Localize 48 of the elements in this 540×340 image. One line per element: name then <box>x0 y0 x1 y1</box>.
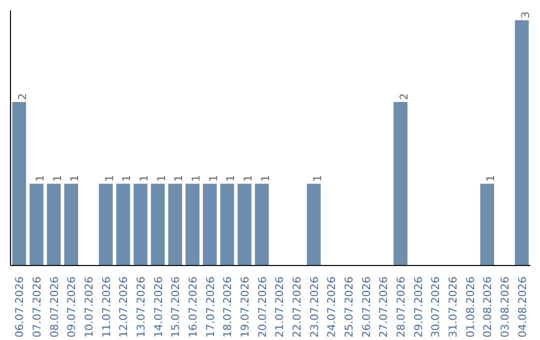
x-tick-label: 28.07.2026 <box>394 276 408 338</box>
data-label: 1 <box>224 174 238 182</box>
data-label: 1 <box>258 174 272 182</box>
x-tick-label: 02.08.2026 <box>481 276 494 338</box>
x-tick-label: 23.07.2026 <box>308 276 321 338</box>
x-tick-label: 15.07.2026 <box>169 276 182 338</box>
data-label: 2 <box>398 93 410 100</box>
x-tick-label: 22.07.2026 <box>290 276 304 338</box>
x-tick-label: 24.07.2026 <box>325 276 338 338</box>
x-tick-label: 08.07.2026 <box>48 276 61 338</box>
x-tick-label: 27.07.2026 <box>377 276 390 338</box>
data-label: 1 <box>310 174 324 182</box>
data-label: 1 <box>242 174 254 182</box>
data-label: 2 <box>16 93 30 100</box>
x-tick-label: 01.08.2026 <box>464 276 477 338</box>
data-label: 1 <box>34 174 46 182</box>
x-tick-label: 09.07.2026 <box>65 276 78 338</box>
data-label: 3 <box>518 12 532 18</box>
x-tick-label: 30.07.2026 <box>429 276 442 338</box>
x-tick-label: 13.07.2026 <box>134 276 148 338</box>
x-tick-label: 20.07.2026 <box>256 276 269 338</box>
x-tick-label: 26.07.2026 <box>360 276 373 338</box>
x-tick-label: 10.07.2026 <box>82 276 96 338</box>
x-tick-label: 06.07.2026 <box>13 276 26 338</box>
data-label: 1 <box>120 174 134 182</box>
x-tick-label: 12.07.2026 <box>117 276 130 338</box>
data-label: 1 <box>50 174 64 182</box>
data-label: 1 <box>68 174 82 182</box>
x-tick-label: 25.07.2026 <box>342 276 356 338</box>
x-tick-label: 17.07.2026 <box>204 276 217 338</box>
data-label: 1 <box>172 174 186 182</box>
x-tick-label: 11.07.2026 <box>100 276 113 338</box>
x-tick-label: 21.07.2026 <box>273 276 286 338</box>
data-label: 1 <box>102 174 116 182</box>
data-label: 1 <box>206 174 220 182</box>
x-tick-label: 14.07.2026 <box>152 276 165 338</box>
data-label: 1 <box>484 174 498 182</box>
x-tick-label: 16.07.2026 <box>186 276 200 338</box>
x-tick-label: 04.08.2026 <box>516 276 529 338</box>
x-tick-label: 07.07.2026 <box>30 276 44 338</box>
data-label: 1 <box>138 174 150 182</box>
data-label: 1 <box>154 174 168 182</box>
data-label: 1 <box>190 174 202 182</box>
x-tick-label: 31.07.2026 <box>446 276 460 338</box>
x-tick-label: 03.08.2026 <box>498 276 512 338</box>
x-tick-label: 19.07.2026 <box>238 276 252 338</box>
x-tick-label: 29.07.2026 <box>412 276 425 338</box>
x-tick-label: 18.07.2026 <box>221 276 234 338</box>
